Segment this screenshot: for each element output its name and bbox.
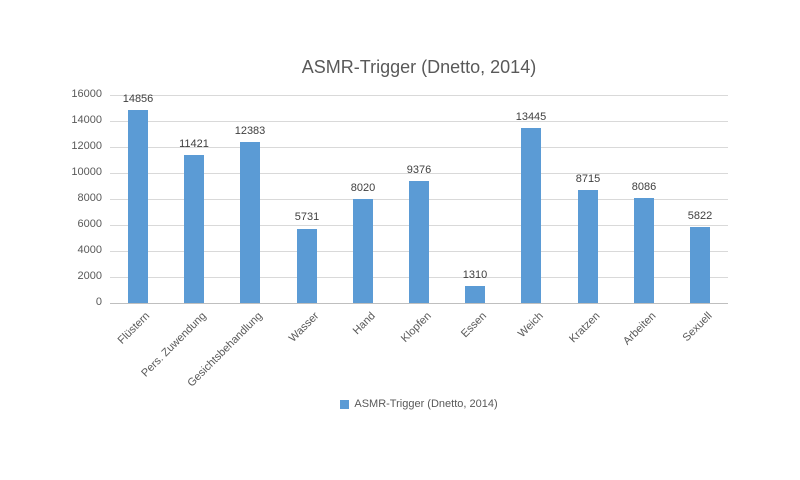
y-tick-label: 0 (95, 296, 102, 308)
bar (465, 286, 485, 303)
y-tick-label: 12000 (71, 140, 102, 152)
bar (184, 154, 204, 303)
bar-value-label: 5731 (294, 211, 320, 223)
bar (240, 142, 260, 303)
bar-value-label: 9376 (406, 164, 432, 176)
bar-value-label: 8086 (631, 181, 657, 193)
gridline (110, 121, 728, 122)
legend-swatch-icon (340, 399, 350, 409)
x-tick-label: Weich (515, 310, 546, 340)
x-tick-label: Kratzen (567, 310, 603, 346)
bar (409, 181, 429, 303)
x-tick-label: Flüstern (115, 310, 153, 347)
legend-label: ASMR-Trigger (Dnetto, 2014) (354, 398, 498, 410)
gridline (110, 95, 728, 96)
gridline (110, 147, 728, 148)
bar-value-label: 8020 (350, 182, 376, 194)
bar (578, 189, 598, 303)
y-tick-label: 6000 (77, 218, 102, 230)
x-tick-label: Wasser (286, 310, 322, 345)
bar-value-label: 11421 (179, 138, 209, 150)
x-axis-line (110, 303, 728, 304)
bar (297, 228, 317, 303)
bar-value-label: 13445 (515, 111, 547, 123)
bar (690, 227, 710, 303)
bar-value-label: 14856 (122, 93, 154, 105)
y-tick-label: 2000 (77, 270, 102, 282)
chart-title: ASMR-Trigger (Dnetto, 2014) (301, 57, 537, 77)
bar (353, 198, 373, 303)
x-tick-label: Arbeiten (621, 310, 659, 348)
x-tick-label: Essen (459, 310, 490, 341)
bar-value-label: 8715 (575, 173, 601, 185)
y-tick-label: 14000 (71, 114, 102, 126)
x-tick-label: Sexuell (680, 310, 715, 344)
legend: ASMR-Trigger (Dnetto, 2014) (110, 398, 728, 410)
bar (128, 109, 148, 303)
x-tick-label: Klopfen (398, 310, 434, 345)
bar (634, 197, 654, 303)
gridline (110, 173, 728, 174)
y-tick-label: 8000 (77, 192, 102, 204)
y-tick-label: 10000 (71, 166, 102, 178)
bar-value-label: 5822 (687, 210, 713, 222)
x-tick-label: Hand (350, 310, 378, 338)
bar (521, 128, 541, 303)
bar-value-label: 1310 (462, 269, 488, 281)
y-tick-label: 4000 (77, 244, 102, 256)
bar-value-label: 12383 (234, 125, 266, 137)
y-tick-label: 16000 (71, 88, 102, 100)
